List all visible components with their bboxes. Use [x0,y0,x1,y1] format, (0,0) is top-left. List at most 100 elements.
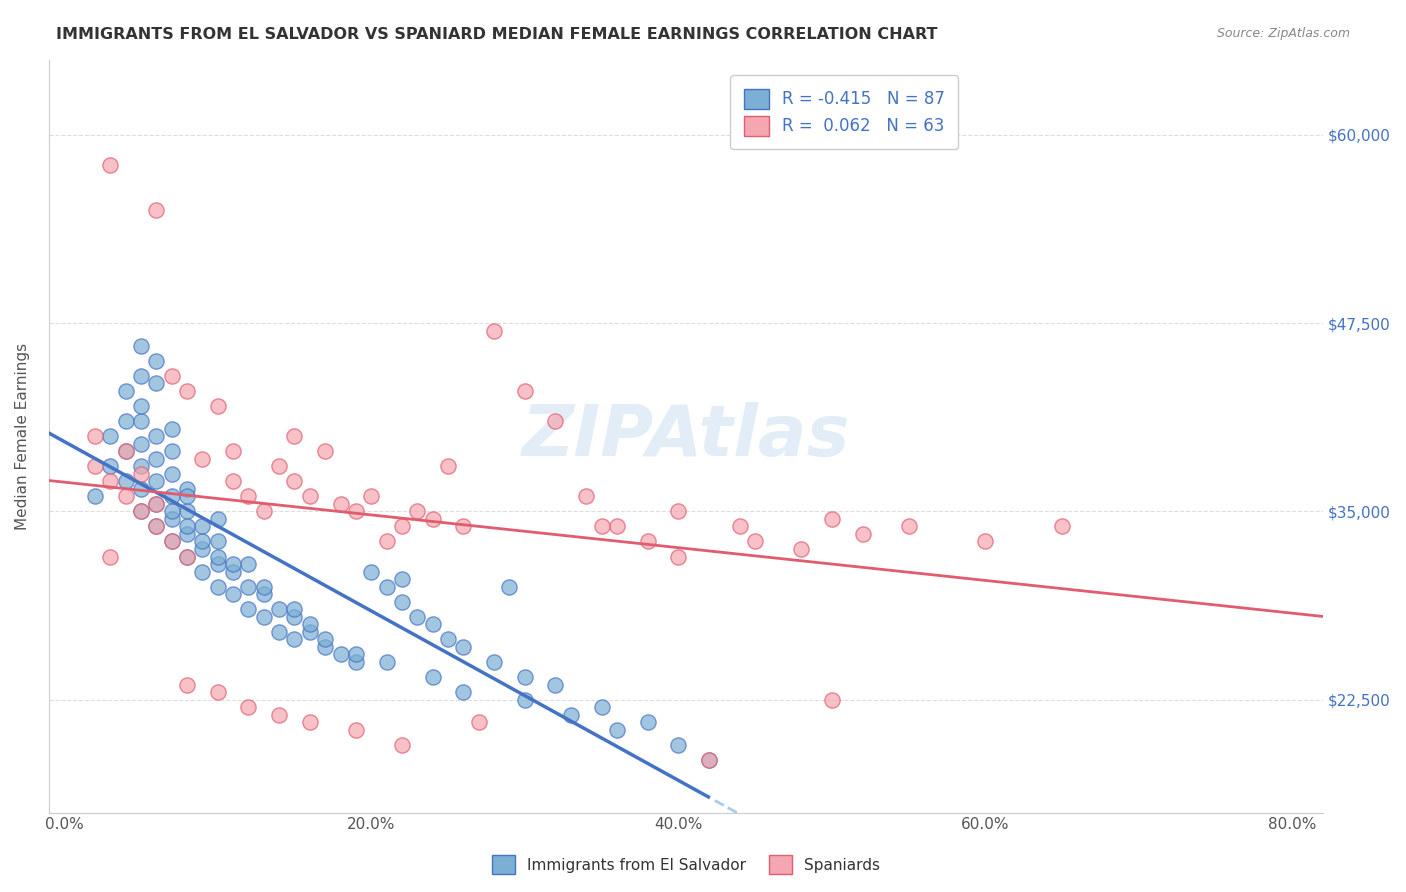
Point [238,602,260,616]
Point [176,504,198,518]
Point [160,489,183,503]
Point [360,489,382,503]
Point [114,444,136,458]
Point [406,609,429,624]
Point [191,451,214,466]
Point [207,557,229,571]
Point [666,549,689,564]
Point [498,580,520,594]
Point [298,624,321,639]
Point [283,429,305,443]
Point [482,324,505,338]
Point [897,519,920,533]
Point [191,541,214,556]
Point [513,670,536,684]
Point [283,632,305,647]
Point [391,519,413,533]
Point [267,602,290,616]
Point [267,624,290,639]
Point [344,648,367,662]
Point [176,677,198,691]
Point [222,565,245,579]
Point [191,565,214,579]
Point [314,444,336,458]
Point [744,534,766,549]
Point [283,602,305,616]
Point [591,519,613,533]
Point [129,504,152,518]
Point [253,580,276,594]
Point [160,368,183,383]
Point [98,475,121,489]
Point [606,723,628,737]
Point [253,609,276,624]
Point [176,519,198,533]
Point [697,753,720,767]
Point [591,700,613,714]
Point [207,580,229,594]
Point [222,557,245,571]
Point [160,467,183,481]
Point [575,489,598,503]
Point [267,707,290,722]
Point [437,632,460,647]
Point [344,504,367,518]
Point [253,504,276,518]
Point [422,670,444,684]
Point [298,617,321,632]
Text: ZIPAtlas: ZIPAtlas [522,401,851,471]
Point [391,572,413,586]
Point [191,519,214,533]
Point [267,459,290,474]
Point [314,640,336,654]
Point [544,677,567,691]
Point [560,707,582,722]
Point [114,489,136,503]
Point [314,632,336,647]
Point [697,753,720,767]
Point [298,715,321,730]
Point [298,489,321,503]
Point [83,429,105,443]
Point [160,421,183,435]
Point [513,384,536,398]
Point [145,519,167,533]
Point [821,512,844,526]
Point [375,580,398,594]
Point [606,519,628,533]
Point [238,557,260,571]
Point [222,444,245,458]
Point [467,715,489,730]
Point [790,541,813,556]
Point [207,534,229,549]
Point [666,504,689,518]
Point [83,459,105,474]
Point [406,504,429,518]
Point [329,648,352,662]
Point [375,655,398,669]
Point [129,482,152,496]
Legend: R = -0.415   N = 87, R =  0.062   N = 63: R = -0.415 N = 87, R = 0.062 N = 63 [730,76,957,150]
Point [176,527,198,541]
Point [1050,519,1073,533]
Point [253,587,276,601]
Point [176,549,198,564]
Point [207,685,229,699]
Point [238,700,260,714]
Point [544,414,567,428]
Point [114,384,136,398]
Point [222,475,245,489]
Point [129,504,152,518]
Point [375,534,398,549]
Point [145,429,167,443]
Point [145,203,167,218]
Text: IMMIGRANTS FROM EL SALVADOR VS SPANIARD MEDIAN FEMALE EARNINGS CORRELATION CHART: IMMIGRANTS FROM EL SALVADOR VS SPANIARD … [56,27,938,42]
Point [98,429,121,443]
Point [129,459,152,474]
Point [283,609,305,624]
Point [391,738,413,752]
Point [852,527,875,541]
Point [821,692,844,706]
Point [145,519,167,533]
Point [129,467,152,481]
